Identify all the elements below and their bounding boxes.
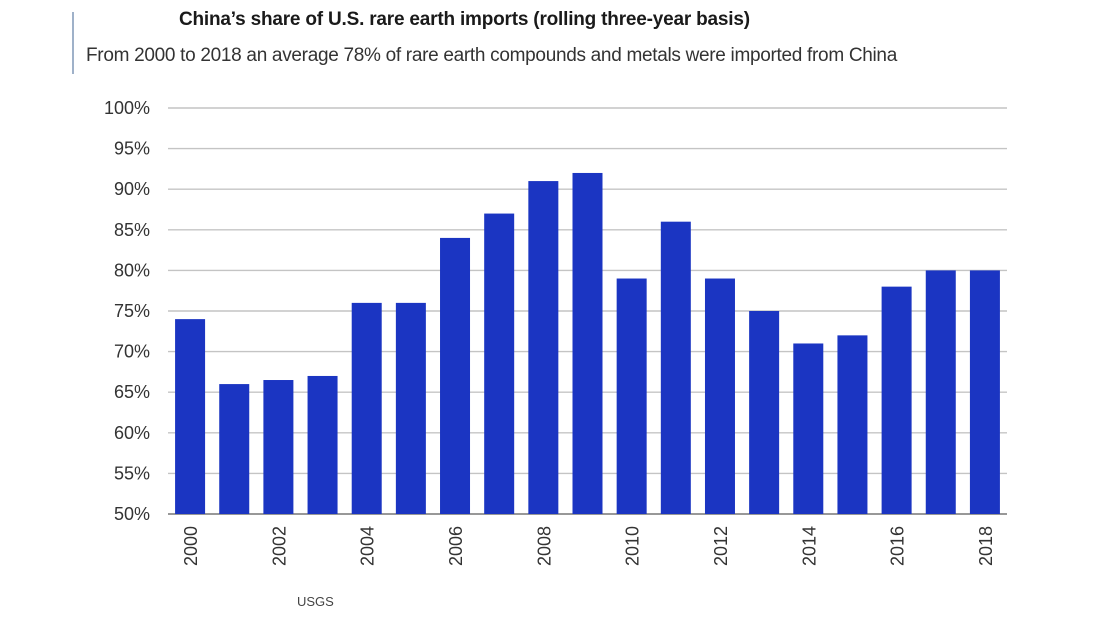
- y-tick-label: 85%: [114, 220, 150, 240]
- bar-2008: [528, 181, 559, 514]
- bar-2006: [440, 237, 471, 515]
- chart-title: China’s share of U.S. rare earth imports…: [179, 9, 750, 30]
- y-tick-label: 90%: [114, 179, 150, 199]
- y-tick-label: 95%: [114, 139, 150, 159]
- x-tick-label-2018: 2018: [976, 526, 996, 566]
- y-tick-label: 75%: [114, 301, 150, 321]
- y-tick-label: 80%: [114, 260, 150, 280]
- bar-2009: [572, 172, 603, 514]
- bar-2017: [925, 270, 956, 514]
- bar-2011: [660, 221, 691, 514]
- y-tick-label: 55%: [114, 463, 150, 483]
- bar-2016: [881, 286, 912, 514]
- x-tick-label-2008: 2008: [534, 526, 554, 566]
- bar-2015: [837, 335, 868, 514]
- bar-2018: [969, 270, 1000, 514]
- x-tick-label-2016: 2016: [888, 526, 908, 566]
- bars: [175, 172, 1000, 515]
- y-tick-label: 65%: [114, 382, 150, 402]
- x-tick-label-2010: 2010: [623, 526, 643, 566]
- bar-2005: [395, 302, 426, 514]
- bar-2013: [749, 311, 780, 514]
- source-label: USGS: [297, 594, 334, 609]
- bar-2001: [219, 384, 250, 514]
- title-accent-bar: [72, 12, 74, 74]
- x-tick-label-2000: 2000: [181, 526, 201, 566]
- bar-2007: [484, 213, 515, 514]
- x-axis-ticks: 2000 2002 2004 2006 2008 2010 2012 2014 2016 2018: [181, 526, 996, 566]
- y-tick-label: 100%: [104, 98, 150, 118]
- x-tick-label-2002: 2002: [269, 526, 289, 566]
- y-tick-label: 50%: [114, 504, 150, 524]
- bar-2014: [793, 343, 824, 514]
- bar-2003: [307, 375, 338, 514]
- y-tick-label: 60%: [114, 423, 150, 443]
- bar-2002: [263, 380, 294, 514]
- y-tick-label: 70%: [114, 342, 150, 362]
- x-tick-label-2012: 2012: [711, 526, 731, 566]
- bar-2004: [351, 302, 382, 514]
- bar-2000: [175, 319, 206, 514]
- chart-subtitle: From 2000 to 2018 an average 78% of rare…: [86, 45, 897, 66]
- x-tick-label-2006: 2006: [446, 526, 466, 566]
- x-tick-label-2004: 2004: [358, 526, 378, 566]
- y-axis-ticks: 50% 55% 60% 65% 70% 75% 80% 85% 90% 95% 100%: [104, 98, 150, 524]
- bar-2010: [616, 278, 647, 514]
- bar-2012: [704, 278, 735, 514]
- x-tick-label-2014: 2014: [799, 526, 819, 566]
